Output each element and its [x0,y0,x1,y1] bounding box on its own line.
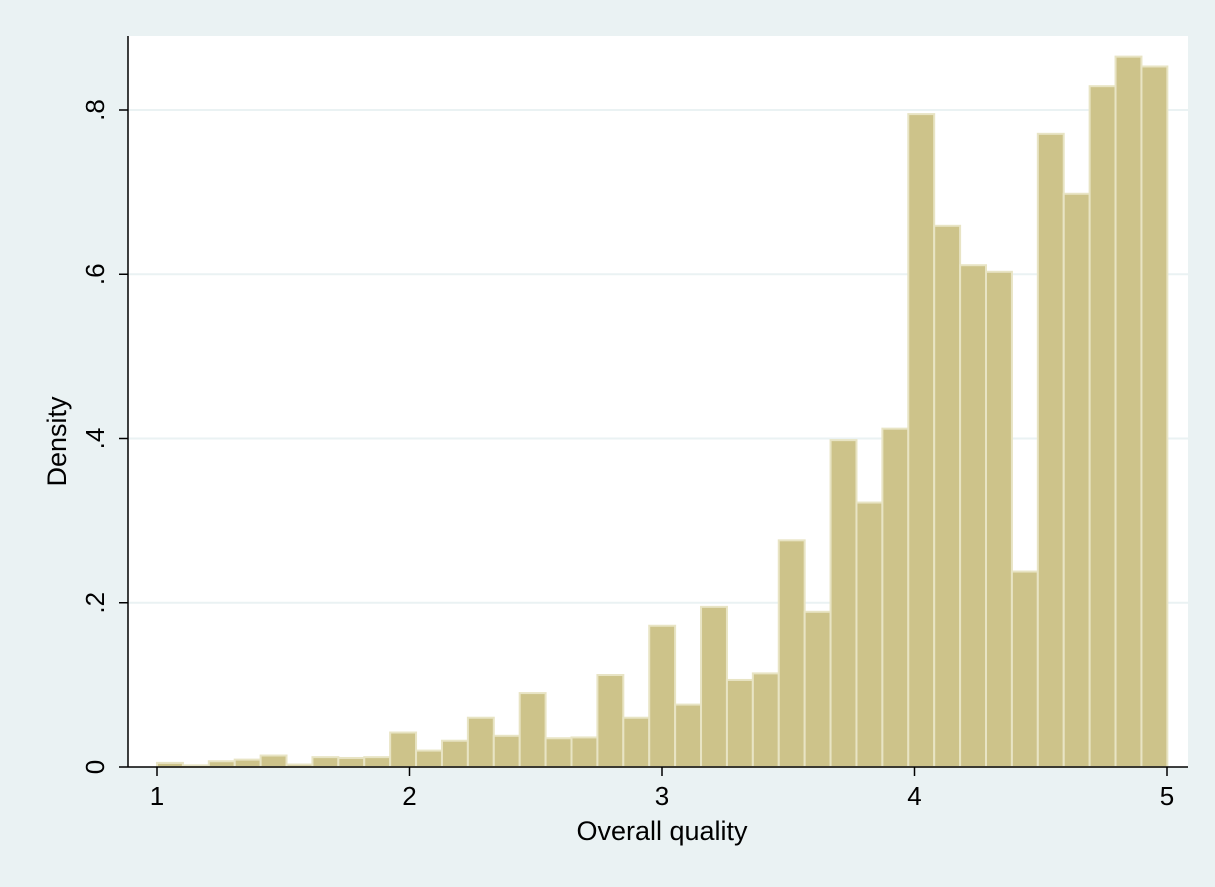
histogram-bar [466,716,495,768]
histogram-bar [622,716,651,768]
bars [156,55,1169,769]
histogram-bar [881,427,910,768]
x-tick-label: 3 [655,781,669,811]
histogram-bar [259,754,288,769]
histogram-bar [777,539,806,769]
histogram-bar [674,703,703,769]
histogram-bar [1036,132,1065,769]
histogram-bar [544,737,573,768]
histogram-bar [725,678,754,769]
ticks: 1 2 3 4 5 0 .2 .4 .6 .8 [80,99,1174,811]
histogram-bar [907,113,936,768]
histogram-bar [985,270,1013,768]
y-tick-label: .6 [80,263,110,285]
histogram-bar [855,501,884,768]
histogram-bar [1088,85,1117,768]
histogram-bar [415,749,443,769]
histogram-bar [363,756,392,769]
histogram-bar [1114,55,1143,768]
histogram-bar [596,674,625,769]
y-tick-label: .2 [80,592,110,614]
y-tick-label: 0 [80,760,110,774]
y-tick-label: .8 [80,99,110,121]
histogram-bar [207,760,236,768]
histogram-bar [440,739,469,768]
x-tick-label: 2 [402,781,416,811]
histogram-bar [751,672,780,768]
histogram-bar [337,756,366,768]
histogram-bar [570,736,599,768]
histogram-bar [829,439,858,768]
histogram-bar [803,610,832,768]
histogram-bar [648,624,677,768]
histogram-bar [1140,65,1169,768]
axes [127,36,1188,768]
histogram-bar [492,734,521,768]
histogram-bar [389,731,418,769]
x-tick-label: 1 [150,781,164,811]
y-axis-label: Density [42,396,72,487]
histogram-bar [959,264,988,768]
x-axis-label: Overall quality [576,816,748,846]
y-tick-label: .4 [80,428,110,450]
histogram-bar [233,758,262,769]
histogram-bar [518,692,547,769]
histogram-bar [311,756,340,769]
x-tick-label: 4 [907,781,921,811]
x-tick-label: 5 [1160,781,1174,811]
histogram-bar [933,224,962,768]
histogram-bar [1010,570,1039,768]
histogram-bar [700,605,728,769]
histogram-bar [1062,192,1091,768]
